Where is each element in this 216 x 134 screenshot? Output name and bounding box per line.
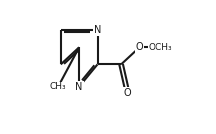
Text: OCH₃: OCH₃ bbox=[149, 43, 172, 52]
Text: CH₃: CH₃ bbox=[50, 82, 67, 91]
Text: O: O bbox=[136, 42, 143, 52]
Text: N: N bbox=[75, 82, 83, 92]
Text: N: N bbox=[94, 25, 101, 35]
Text: O: O bbox=[124, 88, 132, 98]
